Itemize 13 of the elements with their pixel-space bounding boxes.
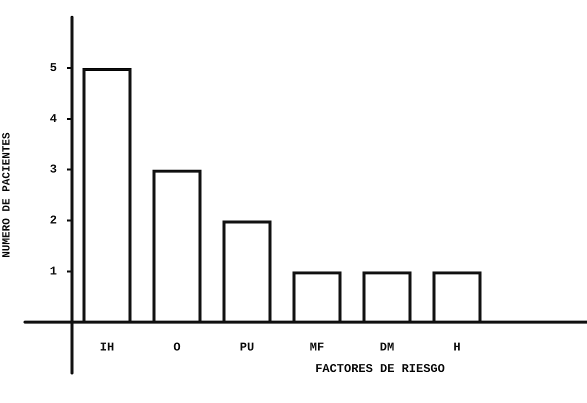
x-tick-label: PU: [240, 340, 254, 355]
x-tick-label: O: [173, 340, 181, 355]
y-tick-label: 2: [50, 214, 57, 228]
x-tick-label: H: [453, 340, 461, 355]
y-tick-label: 3: [50, 162, 57, 177]
x-tick-label: DM: [380, 340, 394, 355]
x-axis-title: FACTORES DE RIESGO: [314, 362, 446, 376]
y-tick-label: 4: [50, 112, 57, 126]
y-axis-title: NUMERO DE PACIENTES: [1, 132, 14, 258]
y-tick-label: 1: [50, 264, 57, 278]
y-tick-label: 5: [50, 61, 57, 76]
x-tick-label: IH: [100, 340, 114, 355]
x-tick-label: MF: [310, 340, 324, 355]
